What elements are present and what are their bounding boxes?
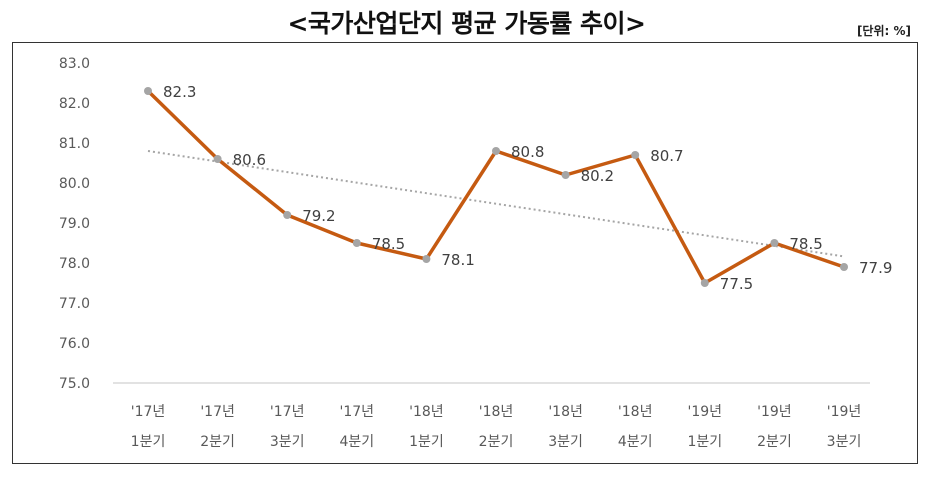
x-tick-label-quarter: 4분기 [618, 434, 653, 450]
data-point [422, 255, 431, 263]
data-label: 80.8 [511, 143, 544, 161]
data-point [840, 263, 848, 271]
unit-label: [단위: %] [856, 24, 911, 38]
data-label: 77.9 [859, 259, 892, 277]
x-tick-label-quarter: 3분기 [548, 434, 583, 450]
data-point [352, 239, 361, 247]
x-tick-label-year: '18년 [618, 404, 653, 420]
x-tick-label-quarter: 2분기 [200, 434, 235, 450]
data-label: 78.5 [372, 235, 405, 253]
data-labels-group: 82.3 80.6 79.2 78.5 78.1 80.8 80.2 80.7 77.5 78.5… [163, 83, 892, 293]
series-group [144, 87, 848, 287]
y-tick-label: 83.0 [59, 56, 90, 72]
x-tick-label-year: '17년 [200, 404, 235, 420]
data-label: 79.2 [302, 207, 335, 225]
data-label: 82.3 [163, 83, 196, 101]
x-tick-label-year: '17년 [340, 404, 375, 420]
data-label: 80.7 [650, 147, 683, 165]
trendline [147, 150, 845, 258]
data-point [700, 279, 709, 287]
x-tick-label-quarter: 4분기 [339, 434, 374, 450]
x-tick-label-quarter: 3분기 [270, 434, 305, 450]
data-point [283, 211, 292, 219]
y-tick-label: 77.0 [59, 296, 90, 312]
data-point [561, 171, 570, 179]
y-tick-label: 76.0 [59, 336, 90, 352]
x-tick-label-year: '19년 [827, 404, 862, 420]
trendline-group [147, 150, 845, 258]
data-point [144, 87, 152, 95]
x-tick-label-quarter: 1분기 [687, 434, 722, 450]
x-tick-label-year: '19년 [688, 404, 723, 420]
data-point [213, 155, 222, 163]
data-label: 77.5 [720, 275, 753, 293]
data-point [631, 151, 640, 159]
x-tick-label-year: '17년 [270, 404, 305, 420]
data-point [770, 239, 779, 247]
data-label: 78.1 [441, 251, 474, 269]
y-tick-label: 75.0 [59, 376, 90, 392]
data-label: 78.5 [789, 235, 822, 253]
y-axis: 75.0 76.0 77.0 78.0 79.0 80.0 81.0 82.0 83.0 [59, 56, 90, 392]
x-axis: '17년 1분기 '17년 2분기 '17년 3분기 '17년 4분기 '18년 1분기 '18년 2… [113, 382, 870, 450]
chart-frame [12, 42, 918, 464]
x-tick-label-quarter: 1분기 [409, 434, 444, 450]
data-label: 80.2 [581, 167, 614, 185]
x-tick-label-year: '18년 [479, 404, 514, 420]
x-tick-label-year: '18년 [409, 404, 444, 420]
y-tick-label: 79.0 [59, 216, 90, 232]
x-tick-label-year: '17년 [131, 404, 166, 420]
x-tick-label-year: '18년 [548, 404, 583, 420]
y-tick-label: 81.0 [59, 136, 90, 152]
y-tick-label: 78.0 [59, 256, 90, 272]
data-point [492, 147, 500, 155]
y-tick-label: 82.0 [59, 96, 90, 112]
x-tick-label-quarter: 1분기 [131, 434, 166, 450]
chart-title: <국가산업단지 평균 가동률 추이> [287, 9, 646, 38]
x-tick-label-year: '19년 [757, 404, 792, 420]
x-tick-label-quarter: 2분기 [479, 434, 514, 450]
y-tick-label: 80.0 [59, 176, 90, 192]
x-tick-label-quarter: 3분기 [827, 434, 862, 450]
series-line [146, 89, 845, 285]
data-label: 80.6 [233, 151, 266, 169]
x-tick-label-quarter: 2분기 [757, 434, 792, 450]
